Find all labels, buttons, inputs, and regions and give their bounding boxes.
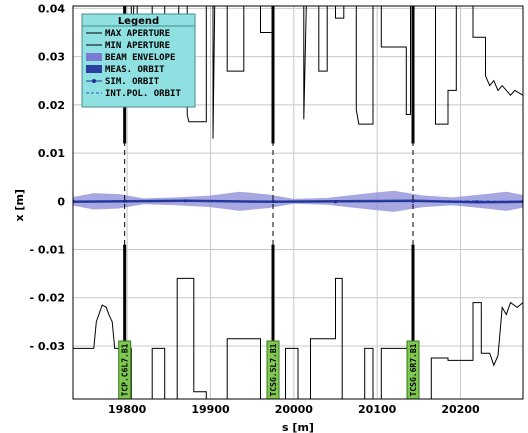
legend-entry-label: MIN APERTURE bbox=[105, 41, 170, 51]
collimator-jaw-upper bbox=[271, 6, 275, 144]
legend-swatch-band bbox=[86, 53, 102, 61]
plot-frame bbox=[72, 5, 524, 400]
legend-swatch-marker bbox=[92, 79, 96, 83]
legend-entry-label: BEAM ENVELOPE bbox=[105, 53, 175, 63]
y-tick-label: - 0.02 bbox=[29, 292, 65, 305]
tick-labels: 19800 19900 20000 20100 20200 0.04 0.03 0.02 0.0… bbox=[29, 2, 480, 416]
orbit-layer bbox=[73, 199, 523, 204]
collimator-label: TCSG.5L7.B1 bbox=[269, 343, 278, 396]
y-tick-label: 0 bbox=[57, 195, 65, 208]
legend-entry-label: MAX APERTURE bbox=[105, 29, 170, 39]
x-tick-label: 19800 bbox=[108, 403, 147, 416]
legend-entry-label: INT.POL. ORBIT bbox=[105, 89, 181, 99]
collimator-label: TCP.C6L7.B1 bbox=[121, 343, 130, 396]
legend-swatch-box bbox=[86, 65, 102, 73]
y-tick-label: 0.01 bbox=[38, 147, 65, 160]
simulated-orbit-point bbox=[183, 199, 188, 203]
y-axis-label: x [m] bbox=[13, 189, 26, 221]
legend-entry-label: SIM. ORBIT bbox=[105, 77, 160, 87]
collimator-label: TCSG.6R7.B1 bbox=[409, 343, 418, 396]
collimator-tag bbox=[118, 340, 132, 399]
simulated-orbit-point bbox=[123, 199, 127, 203]
collimator-jaw-lower bbox=[123, 244, 127, 399]
simulated-orbit-point bbox=[411, 199, 415, 203]
collimator-jaw-upper bbox=[411, 6, 415, 144]
collimator-tag bbox=[406, 340, 420, 399]
x-tick-label: 20200 bbox=[441, 403, 480, 416]
legend-title: Legend bbox=[118, 16, 159, 27]
y-tick-label: 0.03 bbox=[38, 51, 65, 64]
y-tick-label: - 0.01 bbox=[29, 244, 65, 257]
x-tick-label: 19900 bbox=[191, 403, 230, 416]
y-tick-label: - 0.03 bbox=[29, 340, 65, 353]
collimator-jaw-lower bbox=[411, 244, 415, 399]
collimator-tag bbox=[266, 340, 280, 399]
simulated-orbit-line bbox=[73, 200, 523, 203]
simulated-orbit-point bbox=[333, 200, 338, 204]
simulated-orbit-point bbox=[271, 199, 275, 203]
x-tick-label: 20000 bbox=[275, 403, 314, 416]
x-tick-label: 20100 bbox=[358, 403, 397, 416]
legend-entry-label: MEAS. ORBIT bbox=[105, 65, 165, 75]
min-aperture-line bbox=[73, 277, 523, 399]
y-tick-label: 0.02 bbox=[38, 99, 65, 112]
y-tick-label: 0.04 bbox=[38, 2, 65, 15]
legend: Legend MAX APERTURE MIN APERTURE BEAM ENVEL… bbox=[81, 13, 196, 108]
simulated-orbit-point bbox=[475, 200, 479, 204]
x-axis-label: s [m] bbox=[282, 421, 314, 433]
collimator-jaw-lower bbox=[271, 244, 275, 399]
